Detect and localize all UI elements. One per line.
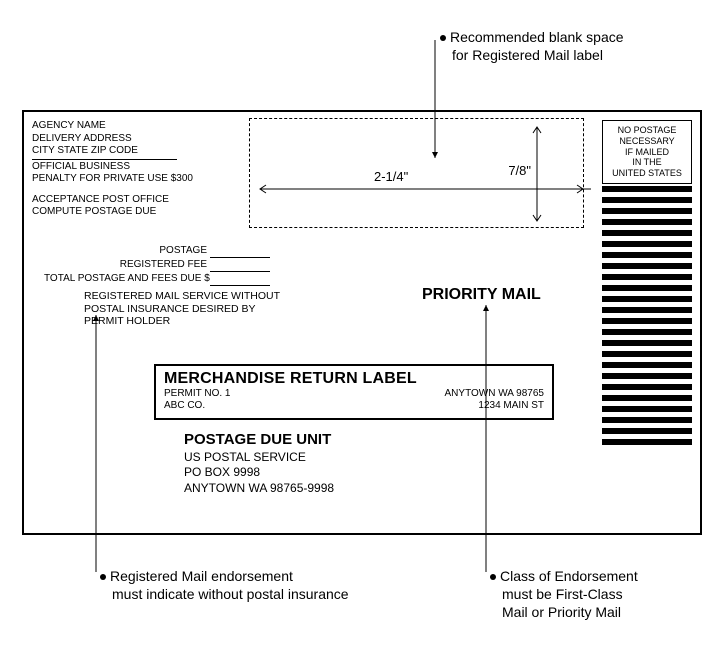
fees-block: POSTAGE REGISTERED FEE TOTAL POSTAGE AND… xyxy=(44,244,270,286)
return-line: DELIVERY ADDRESS xyxy=(32,133,193,146)
callout-bottom-left: Registered Mail endorsement must indicat… xyxy=(100,567,349,603)
mrl-cityzip: ANYTOWN WA 98765 xyxy=(445,388,544,400)
bullet-icon xyxy=(490,574,496,580)
return-address: AGENCY NAME DELIVERY ADDRESS CITY STATE … xyxy=(32,120,193,219)
fee-label: TOTAL POSTAGE AND FEES DUE $ xyxy=(44,273,210,284)
fim-bar xyxy=(602,197,692,203)
callout-br-line3: Mail or Priority Mail xyxy=(502,604,621,620)
fim-bar xyxy=(602,230,692,236)
fim-bar xyxy=(602,351,692,357)
envelope: AGENCY NAME DELIVERY ADDRESS CITY STATE … xyxy=(22,110,702,535)
fim-bar xyxy=(602,307,692,313)
pdu-line: ANYTOWN WA 98765-9998 xyxy=(184,481,334,497)
fim-bar xyxy=(602,428,692,434)
indicia-line: UNITED STATES xyxy=(605,168,689,179)
fim-bar xyxy=(602,406,692,412)
fee-label: REGISTERED FEE xyxy=(120,259,207,270)
registered-mail-note: REGISTERED MAIL SERVICE WITHOUT POSTAL I… xyxy=(84,290,280,328)
fim-bar xyxy=(602,395,692,401)
fim-bars xyxy=(602,186,692,450)
return-line: CITY STATE ZIP CODE xyxy=(32,145,193,158)
callout-bl-line1: Registered Mail endorsement xyxy=(110,568,293,584)
fim-bar xyxy=(602,186,692,192)
mrl-title: MERCHANDISE RETURN LABEL xyxy=(164,370,544,388)
return-line: AGENCY NAME xyxy=(32,120,193,133)
fim-bar xyxy=(602,296,692,302)
bullet-icon xyxy=(440,35,446,41)
callout-top-line2: for Registered Mail label xyxy=(452,47,603,63)
mrl-permit: PERMIT NO. 1 xyxy=(164,388,231,400)
blank-line xyxy=(210,285,270,286)
fim-bar xyxy=(602,241,692,247)
dimension-horizontal xyxy=(258,183,591,195)
callout-top: Recommended blank space for Registered M… xyxy=(440,28,624,64)
rule xyxy=(32,159,177,160)
regnote-line: PERMIT HOLDER xyxy=(84,315,280,328)
fim-bar xyxy=(602,439,692,445)
callout-br-line2: must be First-Class xyxy=(502,586,623,602)
return-line: PENALTY FOR PRIVATE USE $300 xyxy=(32,173,193,186)
callout-bl-line2: must indicate without postal insurance xyxy=(112,586,349,602)
dim-height-label: 7/8" xyxy=(508,163,531,178)
fim-bar xyxy=(602,373,692,379)
callout-br-line1: Class of Endorsement xyxy=(500,568,638,584)
fim-bar xyxy=(602,340,692,346)
bullet-icon xyxy=(100,574,106,580)
fim-bar xyxy=(602,329,692,335)
dim-width-label: 2-1/4" xyxy=(370,169,412,184)
fim-bar xyxy=(602,208,692,214)
return-line: COMPUTE POSTAGE DUE xyxy=(32,206,193,219)
indicia-line: NO POSTAGE xyxy=(605,125,689,136)
fim-bar xyxy=(602,274,692,280)
pdu-title: POSTAGE DUE UNIT xyxy=(184,430,334,450)
merchandise-return-label: MERCHANDISE RETURN LABEL PERMIT NO. 1 AN… xyxy=(154,364,554,420)
pdu-line: US POSTAL SERVICE xyxy=(184,450,334,466)
postage-due-unit: POSTAGE DUE UNIT US POSTAL SERVICE PO BO… xyxy=(184,430,334,496)
indicia-line: NECESSARY xyxy=(605,136,689,147)
fim-bar xyxy=(602,318,692,324)
callout-bottom-right: Class of Endorsement must be First-Class… xyxy=(490,567,638,622)
fim-bar xyxy=(602,252,692,258)
regnote-line: REGISTERED MAIL SERVICE WITHOUT xyxy=(84,290,280,303)
indicia-line: IN THE xyxy=(605,157,689,168)
fim-bar xyxy=(602,384,692,390)
fim-bar xyxy=(602,417,692,423)
callout-top-line1: Recommended blank space xyxy=(450,29,624,45)
blank-space-box: 7/8" 2-1/4" xyxy=(249,118,584,228)
fim-bar xyxy=(602,219,692,225)
postage-indicia: NO POSTAGE NECESSARY IF MAILED IN THE UN… xyxy=(602,120,692,184)
mrl-street: 1234 MAIN ST xyxy=(478,400,544,412)
return-line: OFFICIAL BUSINESS xyxy=(32,161,193,174)
priority-mail-label: PRIORITY MAIL xyxy=(422,286,541,304)
dimension-vertical xyxy=(531,125,543,223)
fim-bar xyxy=(602,362,692,368)
indicia-line: IF MAILED xyxy=(605,147,689,158)
mrl-company: ABC CO. xyxy=(164,400,205,412)
fim-bar xyxy=(602,285,692,291)
return-line: ACCEPTANCE POST OFFICE xyxy=(32,194,193,207)
fim-bar xyxy=(602,263,692,269)
regnote-line: POSTAL INSURANCE DESIRED BY xyxy=(84,303,280,316)
fee-label: POSTAGE xyxy=(159,245,207,256)
pdu-line: PO BOX 9998 xyxy=(184,465,334,481)
